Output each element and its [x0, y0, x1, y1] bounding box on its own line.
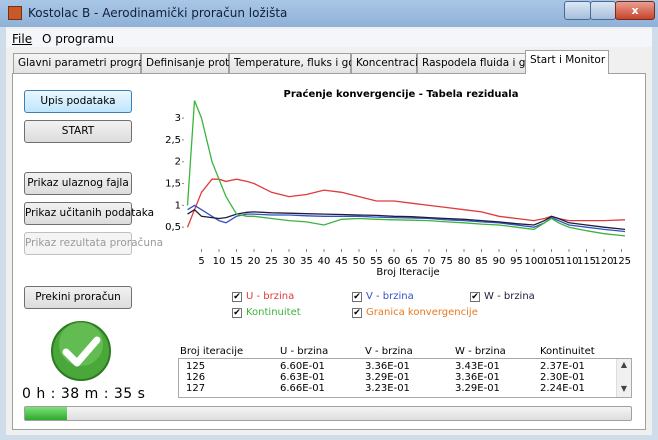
- progress-bar: [24, 406, 632, 421]
- column-header: W - brzina: [455, 346, 506, 357]
- x-tick-label: 5: [198, 256, 204, 267]
- x-tick-label: 10: [213, 256, 226, 267]
- window-title: Kostolac B - Aerodinamički proračun loži…: [28, 6, 288, 20]
- x-tick-label: 60: [388, 256, 401, 267]
- tab[interactable]: Raspodela fluida i goriva: [417, 53, 552, 73]
- table-cell: 3.36E-01: [365, 361, 410, 372]
- menu-bar: [6, 29, 652, 47]
- x-tick-label: 80: [458, 256, 471, 267]
- x-tick-label: 85: [475, 256, 488, 267]
- x-tick-label: 20: [248, 256, 261, 267]
- chart: Praćenje konvergencije - Tabela rezidual…: [165, 88, 631, 278]
- app-icon: [8, 6, 22, 20]
- minimize-button[interactable]: [564, 1, 591, 20]
- button[interactable]: Prikaz učitanih podataka: [24, 202, 154, 225]
- y-tick-label: 2,5: [165, 135, 181, 146]
- table-cell: 3.36E-01: [455, 372, 500, 383]
- legend-checkbox[interactable]: ✔: [232, 308, 242, 318]
- table-cell: 2.30E-01: [540, 372, 585, 383]
- y-tick-label: 2: [175, 157, 181, 168]
- y-tick-label: 3: [175, 113, 181, 124]
- x-tick-label: 95: [510, 256, 523, 267]
- y-tick-label: 1,5: [165, 179, 181, 190]
- button[interactable]: START: [24, 120, 132, 143]
- button[interactable]: Prekini proračun: [24, 286, 132, 309]
- x-tick-label: 100: [524, 256, 543, 267]
- column-header: U - brzina: [280, 346, 329, 357]
- legend-label: Granica konvergencije: [366, 307, 478, 318]
- x-tick-label: 50: [353, 256, 366, 267]
- table-cell: 125: [186, 361, 206, 372]
- maximize-button[interactable]: [590, 1, 616, 20]
- table-cell: 3.29E-01: [455, 383, 500, 394]
- button[interactable]: Prikaz ulaznog fajla: [24, 172, 132, 195]
- menu-item[interactable]: O programu: [42, 32, 115, 46]
- series-line: [187, 208, 626, 231]
- table-cell: 2.37E-01: [540, 361, 585, 372]
- results-list[interactable]: [178, 358, 632, 398]
- y-tick-label: 1: [175, 200, 181, 211]
- legend-checkbox[interactable]: ✔: [470, 292, 480, 302]
- x-tick-label: 25: [265, 256, 278, 267]
- title-bar: [0, 0, 658, 27]
- close-button[interactable]: x: [615, 1, 655, 20]
- button: Prikaz rezultata proračuna: [24, 232, 163, 255]
- table-cell: 3.23E-01: [365, 383, 410, 394]
- tab[interactable]: Temperature, fluks i gorivo: [229, 53, 375, 73]
- table-cell: 3.29E-01: [365, 372, 410, 383]
- table-cell: 6.66E-01: [280, 383, 325, 394]
- menu-item[interactable]: File: [12, 32, 33, 46]
- status-icon: [51, 321, 111, 381]
- tab[interactable]: Glavni parametri programa: [13, 53, 161, 73]
- x-tick-label: 65: [405, 256, 418, 267]
- x-tick-label: 70: [423, 256, 436, 267]
- column-header: Broj iteracije: [180, 346, 244, 357]
- column-header: Kontinuitet: [540, 346, 595, 357]
- x-tick-label: 110: [559, 256, 578, 267]
- tab[interactable]: Start i Monitor: [525, 50, 609, 74]
- legend-label: V - brzina: [366, 291, 414, 302]
- tab[interactable]: Definisanje protoka: [141, 53, 248, 73]
- legend-checkbox[interactable]: ✔: [352, 292, 362, 302]
- x-tick-label: 75: [440, 256, 453, 267]
- series-line: [186, 100, 626, 237]
- legend-checkbox[interactable]: ✔: [352, 308, 362, 318]
- table-cell: 126: [186, 372, 206, 383]
- legend-label: Kontinuitet: [246, 307, 301, 318]
- chart-title: Praćenje konvergencije - Tabela rezidual…: [284, 88, 519, 100]
- table-cell: 3.43E-01: [455, 361, 500, 372]
- table-cell: 6.63E-01: [280, 372, 325, 383]
- progress-fill: [25, 407, 68, 420]
- x-tick-label: 40: [318, 256, 331, 267]
- tab[interactable]: Koncentracije: [351, 53, 427, 73]
- x-tick-label: 30: [283, 256, 296, 267]
- legend-checkbox[interactable]: ✔: [232, 292, 242, 302]
- x-tick-label: 90: [493, 256, 506, 267]
- x-tick-label: 15: [230, 256, 243, 267]
- table-cell: 127: [186, 383, 206, 394]
- timer: 0 h : 38 m : 35 s: [22, 386, 146, 402]
- x-tick-label: 120: [594, 256, 613, 267]
- column-header: V - brzina: [365, 346, 413, 357]
- legend-label: W - brzina: [484, 291, 535, 302]
- x-tick-label: 35: [300, 256, 313, 267]
- x-tick-label: 105: [542, 256, 561, 267]
- x-tick-label: 125: [612, 256, 631, 267]
- legend-label: U - brzina: [246, 291, 295, 302]
- scrollbar[interactable]: ▲ ▼: [616, 359, 631, 397]
- table-cell: 6.60E-01: [280, 361, 325, 372]
- table-cell: 2.24E-01: [540, 383, 585, 394]
- x-tick-label: 55: [370, 256, 383, 267]
- y-tick-label: 0,5: [165, 222, 181, 233]
- x-axis-label: Broj Iteracije: [376, 267, 439, 278]
- button[interactable]: Upis podataka: [24, 90, 132, 113]
- x-tick-label: 115: [577, 256, 596, 267]
- x-tick-label: 45: [335, 256, 348, 267]
